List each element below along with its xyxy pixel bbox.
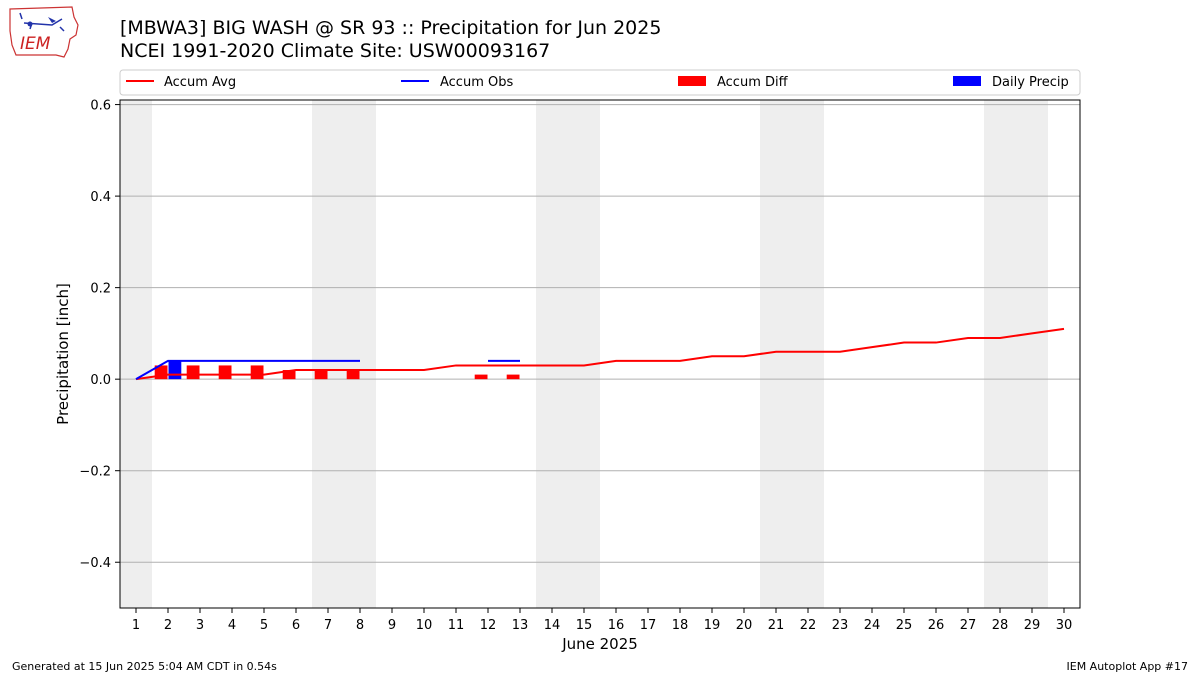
chart-subtitle: NCEI 1991-2020 Climate Site: USW00093167 <box>120 40 551 62</box>
y-tick-label: −0.4 <box>79 556 111 571</box>
app-credit: IEM Autoplot App #17 <box>1066 660 1189 673</box>
legend-accum-diff-label: Accum Diff <box>717 75 789 90</box>
plot-frame <box>119 99 1081 609</box>
x-tick-label: 24 <box>864 618 881 633</box>
legend-daily-precip-swatch <box>953 76 981 86</box>
y-tick-label: 0.2 <box>90 282 111 297</box>
legend-accum-obs-label: Accum Obs <box>440 75 513 90</box>
accum-diff-bar-day-4 <box>218 365 232 380</box>
daily-precip-bar-day-2 <box>168 360 182 380</box>
x-tick-label: 23 <box>832 618 849 633</box>
x-tick-label: 14 <box>544 618 561 633</box>
x-tick-label: 5 <box>260 618 268 633</box>
x-tick-label: 15 <box>576 618 593 633</box>
x-axis-label: June 2025 <box>561 635 638 653</box>
weekend-shade-day-7 <box>312 100 344 608</box>
generated-timestamp: Generated at 15 Jun 2025 5:04 AM CDT in … <box>12 660 277 673</box>
x-tick-label: 28 <box>992 618 1009 633</box>
y-tick-label: 0.0 <box>90 373 111 388</box>
legend-accum-diff-swatch <box>678 76 706 86</box>
x-tick-label: 7 <box>324 618 332 633</box>
x-tick-label: 8 <box>356 618 364 633</box>
x-tick-label: 20 <box>736 618 753 633</box>
weekend-shade-day-22 <box>792 100 824 608</box>
x-tick-label: 1 <box>132 618 140 633</box>
x-tick-label: 17 <box>640 618 657 633</box>
weekend-shade-day-14 <box>536 100 568 608</box>
legend-daily-precip-label: Daily Precip <box>992 75 1069 90</box>
accum-diff-bar-day-13 <box>506 374 520 380</box>
x-tick-label: 10 <box>416 618 433 633</box>
x-tick-label: 22 <box>800 618 817 633</box>
x-tick-label: 4 <box>228 618 236 633</box>
x-tick-label: 2 <box>164 618 172 633</box>
x-tick-label: 12 <box>480 618 497 633</box>
accum-avg-line <box>135 327 1065 381</box>
x-tick-label: 11 <box>448 618 465 633</box>
x-tick-label: 26 <box>928 618 945 633</box>
logo-text: IEM <box>20 34 51 54</box>
chart-title: [MBWA3] BIG WASH @ SR 93 :: Precipitatio… <box>120 17 662 39</box>
y-tick-label: 0.6 <box>90 99 111 114</box>
x-tick-label: 19 <box>704 618 721 633</box>
x-tick-label: 13 <box>512 618 529 633</box>
x-tick-label: 6 <box>292 618 300 633</box>
weekend-shade-day-28 <box>984 100 1016 608</box>
weekend-shade-day-29 <box>1016 100 1048 608</box>
legend-frame <box>119 69 1081 96</box>
legend: Accum Avg Accum Obs Accum Diff Daily Pre… <box>119 69 1081 96</box>
legend-accum-avg-label: Accum Avg <box>164 75 236 90</box>
accum-diff-bar-day-12 <box>474 374 488 380</box>
accum-diff-bar-day-5 <box>250 365 264 380</box>
x-tick-label: 9 <box>388 618 396 633</box>
accum-diff-bar-day-3 <box>186 365 200 380</box>
accum-diff-bar-day-8 <box>346 370 360 380</box>
iem-logo: IEM <box>8 5 80 63</box>
weekend-shade-day-15 <box>568 100 600 608</box>
x-tick-label: 3 <box>196 618 204 633</box>
weather-instrument-icon <box>19 12 65 32</box>
y-tick-label: −0.2 <box>79 465 111 480</box>
x-tick-label: 16 <box>608 618 625 633</box>
x-tick-label: 27 <box>960 618 977 633</box>
x-tick-label: 21 <box>768 618 785 633</box>
weekend-shade-day-8 <box>344 100 376 608</box>
weekend-shade-day-1 <box>120 100 152 608</box>
accum-obs-line-segment-1 <box>135 359 360 381</box>
x-tick-label: 25 <box>896 618 913 633</box>
y-tick-label: 0.4 <box>90 190 111 205</box>
y-axis-label: Precipitation [inch] <box>54 283 72 425</box>
x-tick-label: 29 <box>1024 618 1041 633</box>
x-tick-label: 18 <box>672 618 689 633</box>
x-tick-label: 30 <box>1056 618 1073 633</box>
accum-diff-bar-day-6 <box>282 370 296 380</box>
accum-diff-bar-day-7 <box>314 370 328 380</box>
